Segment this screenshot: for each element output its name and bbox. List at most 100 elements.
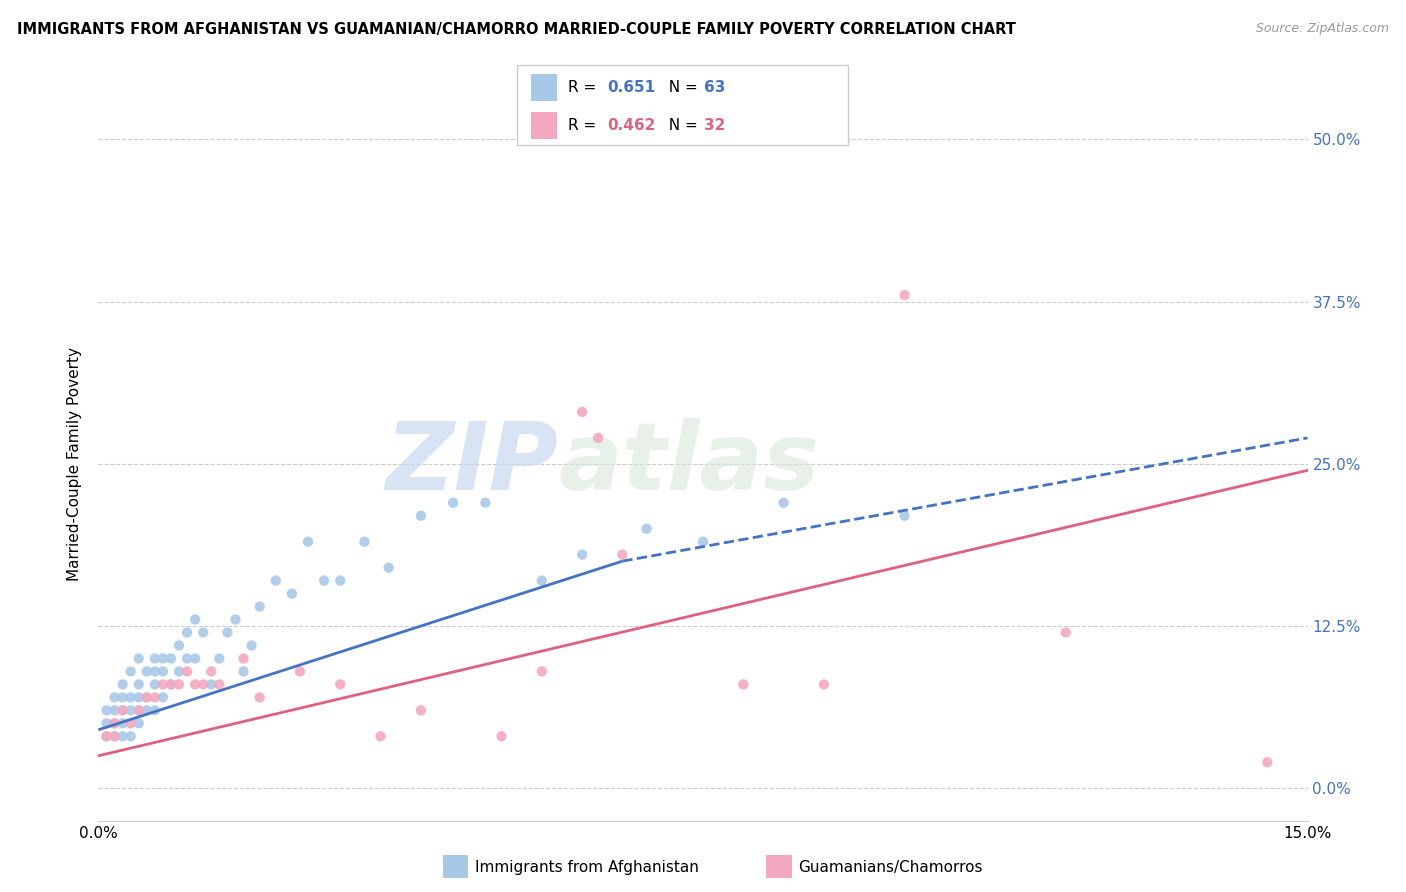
Text: IMMIGRANTS FROM AFGHANISTAN VS GUAMANIAN/CHAMORRO MARRIED-COUPLE FAMILY POVERTY : IMMIGRANTS FROM AFGHANISTAN VS GUAMANIAN…	[17, 22, 1015, 37]
Point	[893, 508, 915, 523]
Point	[409, 508, 432, 523]
Point	[571, 405, 593, 419]
Text: 32: 32	[704, 118, 725, 133]
Point	[281, 586, 304, 600]
Point	[160, 677, 183, 691]
Text: Guamanians/Chamorros: Guamanians/Chamorros	[799, 860, 983, 874]
Text: R =: R =	[568, 118, 602, 133]
Point	[176, 625, 198, 640]
Point	[232, 665, 254, 679]
Text: ZIP: ZIP	[385, 417, 558, 510]
Point	[409, 703, 432, 717]
Point	[314, 574, 336, 588]
Point	[612, 548, 634, 562]
Point	[167, 639, 190, 653]
Point	[135, 690, 157, 705]
Text: 0.462: 0.462	[607, 118, 655, 133]
Point	[329, 574, 352, 588]
Point	[152, 690, 174, 705]
Point	[152, 651, 174, 665]
Point	[733, 677, 755, 691]
Point	[232, 651, 254, 665]
Point	[297, 534, 319, 549]
Point	[288, 665, 311, 679]
Point	[176, 665, 198, 679]
Point	[193, 677, 215, 691]
Text: 63: 63	[704, 80, 725, 95]
Point	[111, 703, 134, 717]
Point	[120, 665, 142, 679]
Point	[530, 665, 553, 679]
Text: atlas: atlas	[558, 417, 820, 510]
Text: 0.651: 0.651	[607, 80, 655, 95]
Point	[184, 677, 207, 691]
Point	[184, 651, 207, 665]
Point	[96, 703, 118, 717]
Point	[120, 716, 142, 731]
Point	[135, 690, 157, 705]
Point	[474, 496, 496, 510]
Point	[135, 665, 157, 679]
Point	[111, 716, 134, 731]
Point	[200, 665, 222, 679]
Point	[120, 703, 142, 717]
Point	[264, 574, 287, 588]
Point	[160, 651, 183, 665]
Point	[571, 548, 593, 562]
Point	[217, 625, 239, 640]
Point	[377, 560, 399, 574]
Point	[103, 716, 125, 731]
Text: Immigrants from Afghanistan: Immigrants from Afghanistan	[475, 860, 699, 874]
Point	[208, 677, 231, 691]
Point	[1054, 625, 1077, 640]
Point	[96, 729, 118, 743]
Point	[128, 651, 150, 665]
Text: Source: ZipAtlas.com: Source: ZipAtlas.com	[1256, 22, 1389, 36]
Point	[128, 703, 150, 717]
Point	[103, 729, 125, 743]
Point	[143, 690, 166, 705]
Point	[167, 665, 190, 679]
Point	[193, 625, 215, 640]
Point	[530, 574, 553, 588]
Point	[103, 729, 125, 743]
Y-axis label: Married-Couple Family Poverty: Married-Couple Family Poverty	[67, 347, 83, 581]
Point	[128, 703, 150, 717]
Point	[329, 677, 352, 691]
Point	[120, 690, 142, 705]
Point	[135, 703, 157, 717]
Point	[636, 522, 658, 536]
Point	[167, 677, 190, 691]
Point	[200, 677, 222, 691]
Point	[353, 534, 375, 549]
Text: N =: N =	[659, 80, 703, 95]
Point	[128, 677, 150, 691]
Point	[152, 665, 174, 679]
Point	[143, 703, 166, 717]
Point	[103, 690, 125, 705]
Point	[128, 690, 150, 705]
Point	[152, 677, 174, 691]
Point	[111, 729, 134, 743]
Text: N =: N =	[659, 118, 703, 133]
Point	[224, 613, 246, 627]
Text: R =: R =	[568, 80, 602, 95]
Point	[772, 496, 794, 510]
Point	[208, 651, 231, 665]
Point	[160, 677, 183, 691]
Point	[96, 729, 118, 743]
Point	[586, 431, 609, 445]
Point	[176, 651, 198, 665]
Point	[893, 288, 915, 302]
Point	[143, 651, 166, 665]
Point	[143, 665, 166, 679]
Point	[441, 496, 464, 510]
Point	[370, 729, 392, 743]
Point	[96, 716, 118, 731]
Point	[1256, 756, 1278, 770]
Point	[240, 639, 263, 653]
Point	[249, 599, 271, 614]
Point	[692, 534, 714, 549]
Point	[120, 729, 142, 743]
Point	[111, 677, 134, 691]
